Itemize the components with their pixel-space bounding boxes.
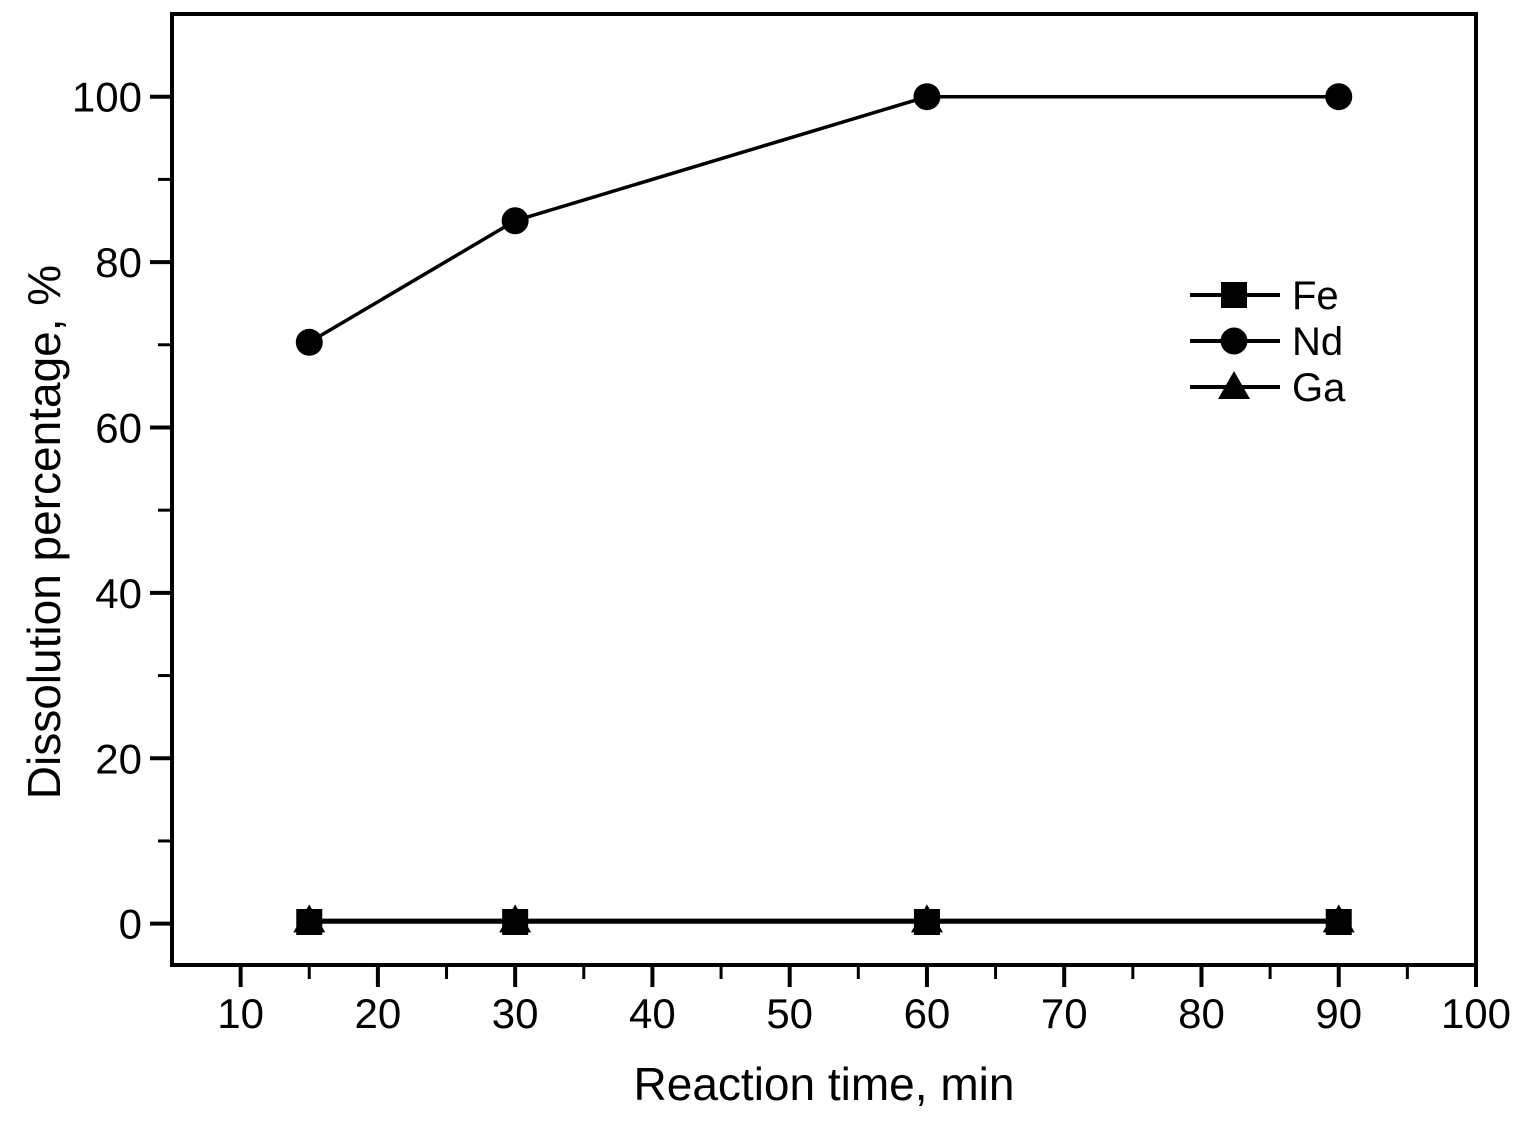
- data-point-ga: [293, 904, 326, 933]
- legend-label-nd: Nd: [1292, 320, 1343, 364]
- legend-label-ga: Ga: [1292, 366, 1346, 410]
- data-point-nd: [501, 207, 529, 235]
- x-tick-label: 80: [1178, 990, 1225, 1037]
- x-tick-label: 40: [629, 990, 676, 1037]
- data-point-nd: [295, 328, 323, 356]
- y-tick-label: 80: [95, 239, 142, 286]
- x-tick-label: 90: [1315, 990, 1362, 1037]
- legend-marker-fe: [1221, 282, 1247, 308]
- x-tick-label: 100: [1441, 990, 1511, 1037]
- data-point-ga: [910, 904, 943, 933]
- data-point-nd: [913, 83, 941, 111]
- y-tick-label: 40: [95, 570, 142, 617]
- y-tick-label: 20: [95, 735, 142, 782]
- y-tick-label: 60: [95, 404, 142, 451]
- y-tick-label: 100: [72, 74, 142, 121]
- data-point-nd: [1325, 83, 1353, 111]
- plot-frame: [170, 12, 1478, 967]
- y-axis-title: Dissolution percentage, %: [18, 264, 70, 800]
- series-line-nd: [308, 94, 1339, 344]
- legend-marker-nd: [1220, 327, 1248, 355]
- x-tick-label: 70: [1041, 990, 1088, 1037]
- x-tick-label: 10: [217, 990, 264, 1037]
- x-tick-label: 20: [355, 990, 402, 1037]
- x-tick-label: 60: [904, 990, 951, 1037]
- data-point-ga: [1322, 904, 1355, 933]
- data-point-ga: [499, 904, 532, 933]
- y-tick-label: 0: [119, 901, 142, 948]
- legend-label-fe: Fe: [1292, 274, 1339, 318]
- x-tick-label: 50: [766, 990, 813, 1037]
- x-tick-label: 30: [492, 990, 539, 1037]
- legend-marker-ga: [1218, 371, 1250, 399]
- x-axis-title: Reaction time, min: [633, 1058, 1015, 1110]
